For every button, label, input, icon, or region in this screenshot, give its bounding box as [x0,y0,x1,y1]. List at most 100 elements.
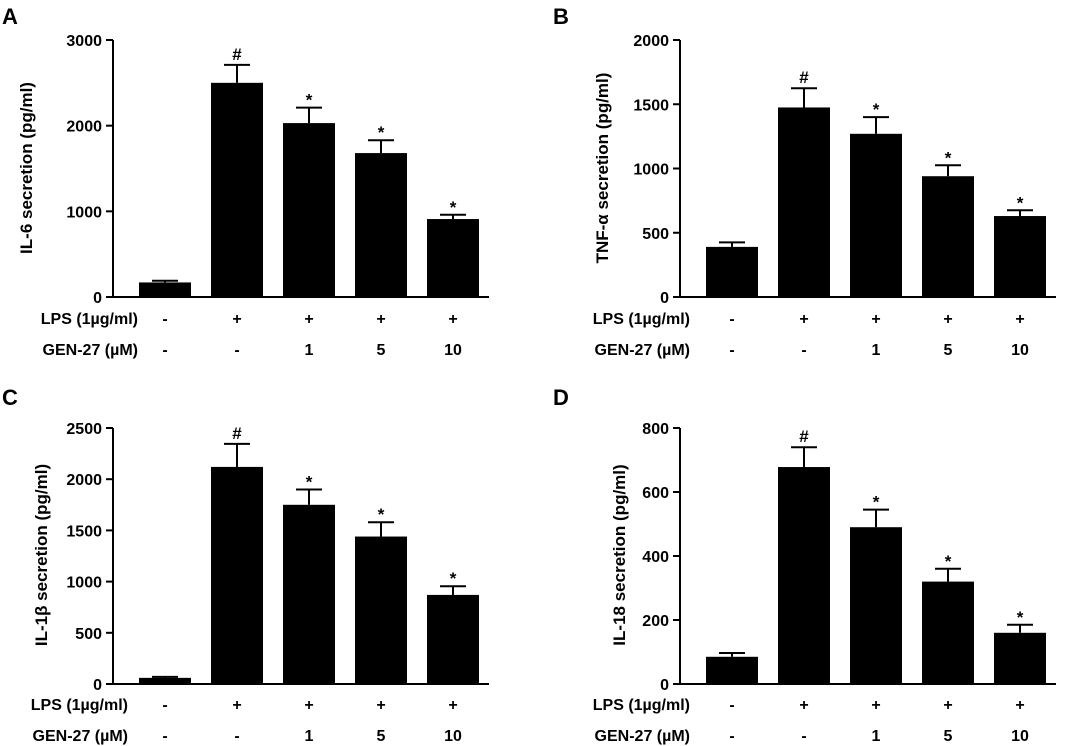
chart-panel-c: C 0 500 1000 1500 2000 2500 IL-1β secretion (pg… [2,385,489,745]
significance-mark: * [306,91,313,110]
y-tick-label: 2500 [66,421,102,438]
y-tick-label: 1500 [633,97,669,114]
bar [922,581,974,684]
y-tick-label: 3000 [66,33,102,50]
significance-mark: # [232,424,242,443]
condition-value: 5 [944,342,953,359]
bar [355,536,407,684]
significance-mark: # [799,427,809,446]
bar [706,246,758,297]
condition-row-label: LPS (1µg/ml) [41,311,138,328]
y-tick-label: 1000 [66,204,102,221]
y-tick-label: 2000 [66,119,102,136]
condition-value: 10 [444,728,462,745]
significance-mark: * [1017,608,1024,627]
condition-value: - [162,311,167,328]
condition-row-label: GEN-27 (µM) [33,728,128,745]
significance-mark: # [799,68,809,87]
condition-row-label: GEN-27 (µM) [595,342,690,359]
condition-value: + [799,311,808,328]
y-tick-label: 400 [642,549,669,566]
condition-value: + [304,311,313,328]
condition-value: + [871,311,880,328]
y-tick-label: 0 [93,290,102,307]
y-tick-label: 1000 [633,162,669,179]
condition-value: + [448,311,457,328]
condition-value: + [232,311,241,328]
chart-panel-a: A 0 1000 2000 3000 IL-6 secretion (pg/ml) # * * *… [2,4,489,359]
bar [211,466,263,684]
y-tick-label: 500 [75,626,102,643]
bar [139,282,191,297]
y-tick-label: 600 [642,485,669,502]
y-tick-label: 2000 [66,472,102,489]
condition-value: 5 [377,342,386,359]
condition-row-label: GEN-27 (µM) [43,342,138,359]
panel-letter: D [553,385,569,410]
bar [850,527,902,684]
condition-value: 5 [377,728,386,745]
condition-value: + [1015,697,1024,714]
condition-value: - [801,342,806,359]
condition-value: - [162,697,167,714]
condition-value: - [729,728,734,745]
condition-row-label: LPS (1µg/ml) [593,697,690,714]
bar [778,107,830,298]
condition-value: 10 [444,342,462,359]
chart-panel-b: B 0 500 1000 1500 2000 TNF-α secretion (pg/ml)… [553,4,1056,359]
y-tick-label: 500 [642,226,669,243]
condition-value: + [943,697,952,714]
significance-mark: * [945,552,952,571]
significance-mark: # [232,45,242,64]
condition-value: + [799,697,808,714]
condition-value: + [376,311,385,328]
condition-value: + [376,697,385,714]
condition-value: 5 [944,728,953,745]
y-tick-label: 200 [642,613,669,630]
condition-value: - [162,342,167,359]
significance-mark: * [945,148,952,167]
bar [283,123,335,297]
bar [283,504,335,684]
y-axis-label: TNF-α secretion (pg/ml) [593,73,612,264]
significance-mark: * [378,123,385,142]
bar [427,219,479,297]
condition-value: - [234,728,239,745]
condition-value: 1 [872,728,881,745]
bar [211,82,263,297]
significance-mark: * [873,493,880,512]
y-tick-label: 0 [660,677,669,694]
significance-mark: * [450,198,457,217]
y-tick-label: 800 [642,421,669,438]
condition-value: - [729,311,734,328]
condition-value: - [234,342,239,359]
bar [427,594,479,684]
significance-mark: * [306,472,313,491]
condition-value: 1 [872,342,881,359]
condition-value: - [729,342,734,359]
condition-value: 1 [305,342,314,359]
bar [922,176,974,297]
y-axis-label: IL-18 secretion (pg/ml) [610,464,629,645]
significance-mark: * [1017,193,1024,212]
y-tick-label: 2000 [633,33,669,50]
condition-value: + [448,697,457,714]
condition-value: + [1015,311,1024,328]
condition-row-label: GEN-27 (µM) [595,728,690,745]
y-axis-label: IL-1β secretion (pg/ml) [32,464,51,646]
condition-value: + [871,697,880,714]
bar [994,216,1046,297]
bar [139,677,191,684]
significance-mark: * [378,505,385,524]
panel-letter: A [2,4,18,29]
chart-panel-d: D 0 200 400 600 800 IL-18 secretion (pg/ml) # * *… [553,385,1056,745]
y-tick-label: 1500 [66,523,102,540]
panel-letter: C [2,385,18,410]
condition-value: 1 [305,728,314,745]
y-axis-label: IL-6 secretion (pg/ml) [17,82,36,254]
condition-value: + [304,697,313,714]
condition-value: 10 [1011,342,1029,359]
condition-value: 10 [1011,728,1029,745]
condition-row-label: LPS (1µg/ml) [31,697,128,714]
